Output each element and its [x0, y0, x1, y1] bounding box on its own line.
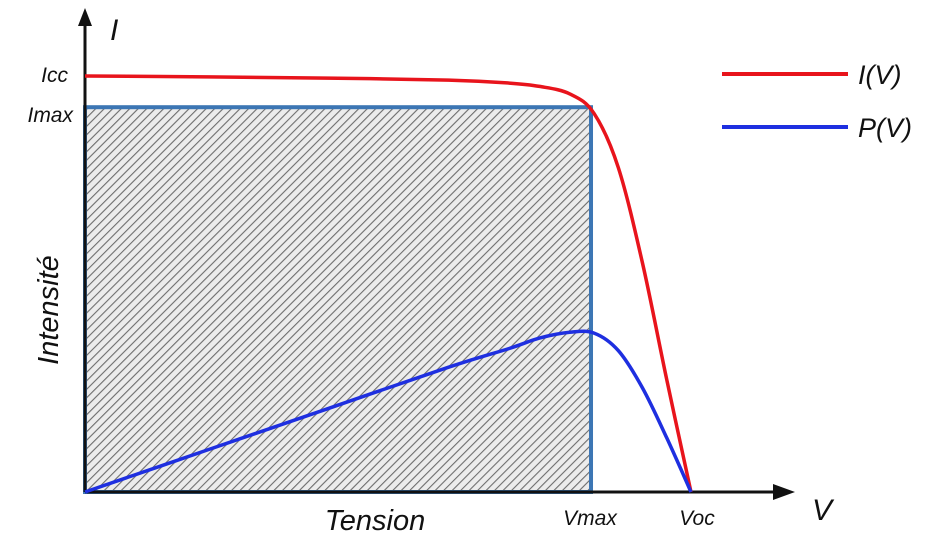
- y-tick-icc: Icc: [41, 64, 68, 87]
- y-axis-symbol: I: [110, 14, 118, 47]
- y-axis-label: Intensité: [33, 255, 65, 365]
- max-power-rectangle: [83, 105, 594, 494]
- y-axis-arrow: [78, 8, 92, 26]
- legend-label-iv: I(V): [858, 60, 902, 90]
- x-tick-voc: Voc: [679, 507, 715, 530]
- series-line-iv: [84, 74, 693, 493]
- x-tick-vmax: Vmax: [563, 507, 618, 530]
- x-axis-symbol: V: [812, 494, 835, 527]
- x-axis-arrow: [773, 484, 795, 500]
- legend-label-pv: P(V): [858, 113, 912, 143]
- x-axis-label: Tension: [325, 505, 426, 537]
- series-line-pv: [84, 329, 693, 494]
- y-tick-imax: Imax: [27, 104, 74, 127]
